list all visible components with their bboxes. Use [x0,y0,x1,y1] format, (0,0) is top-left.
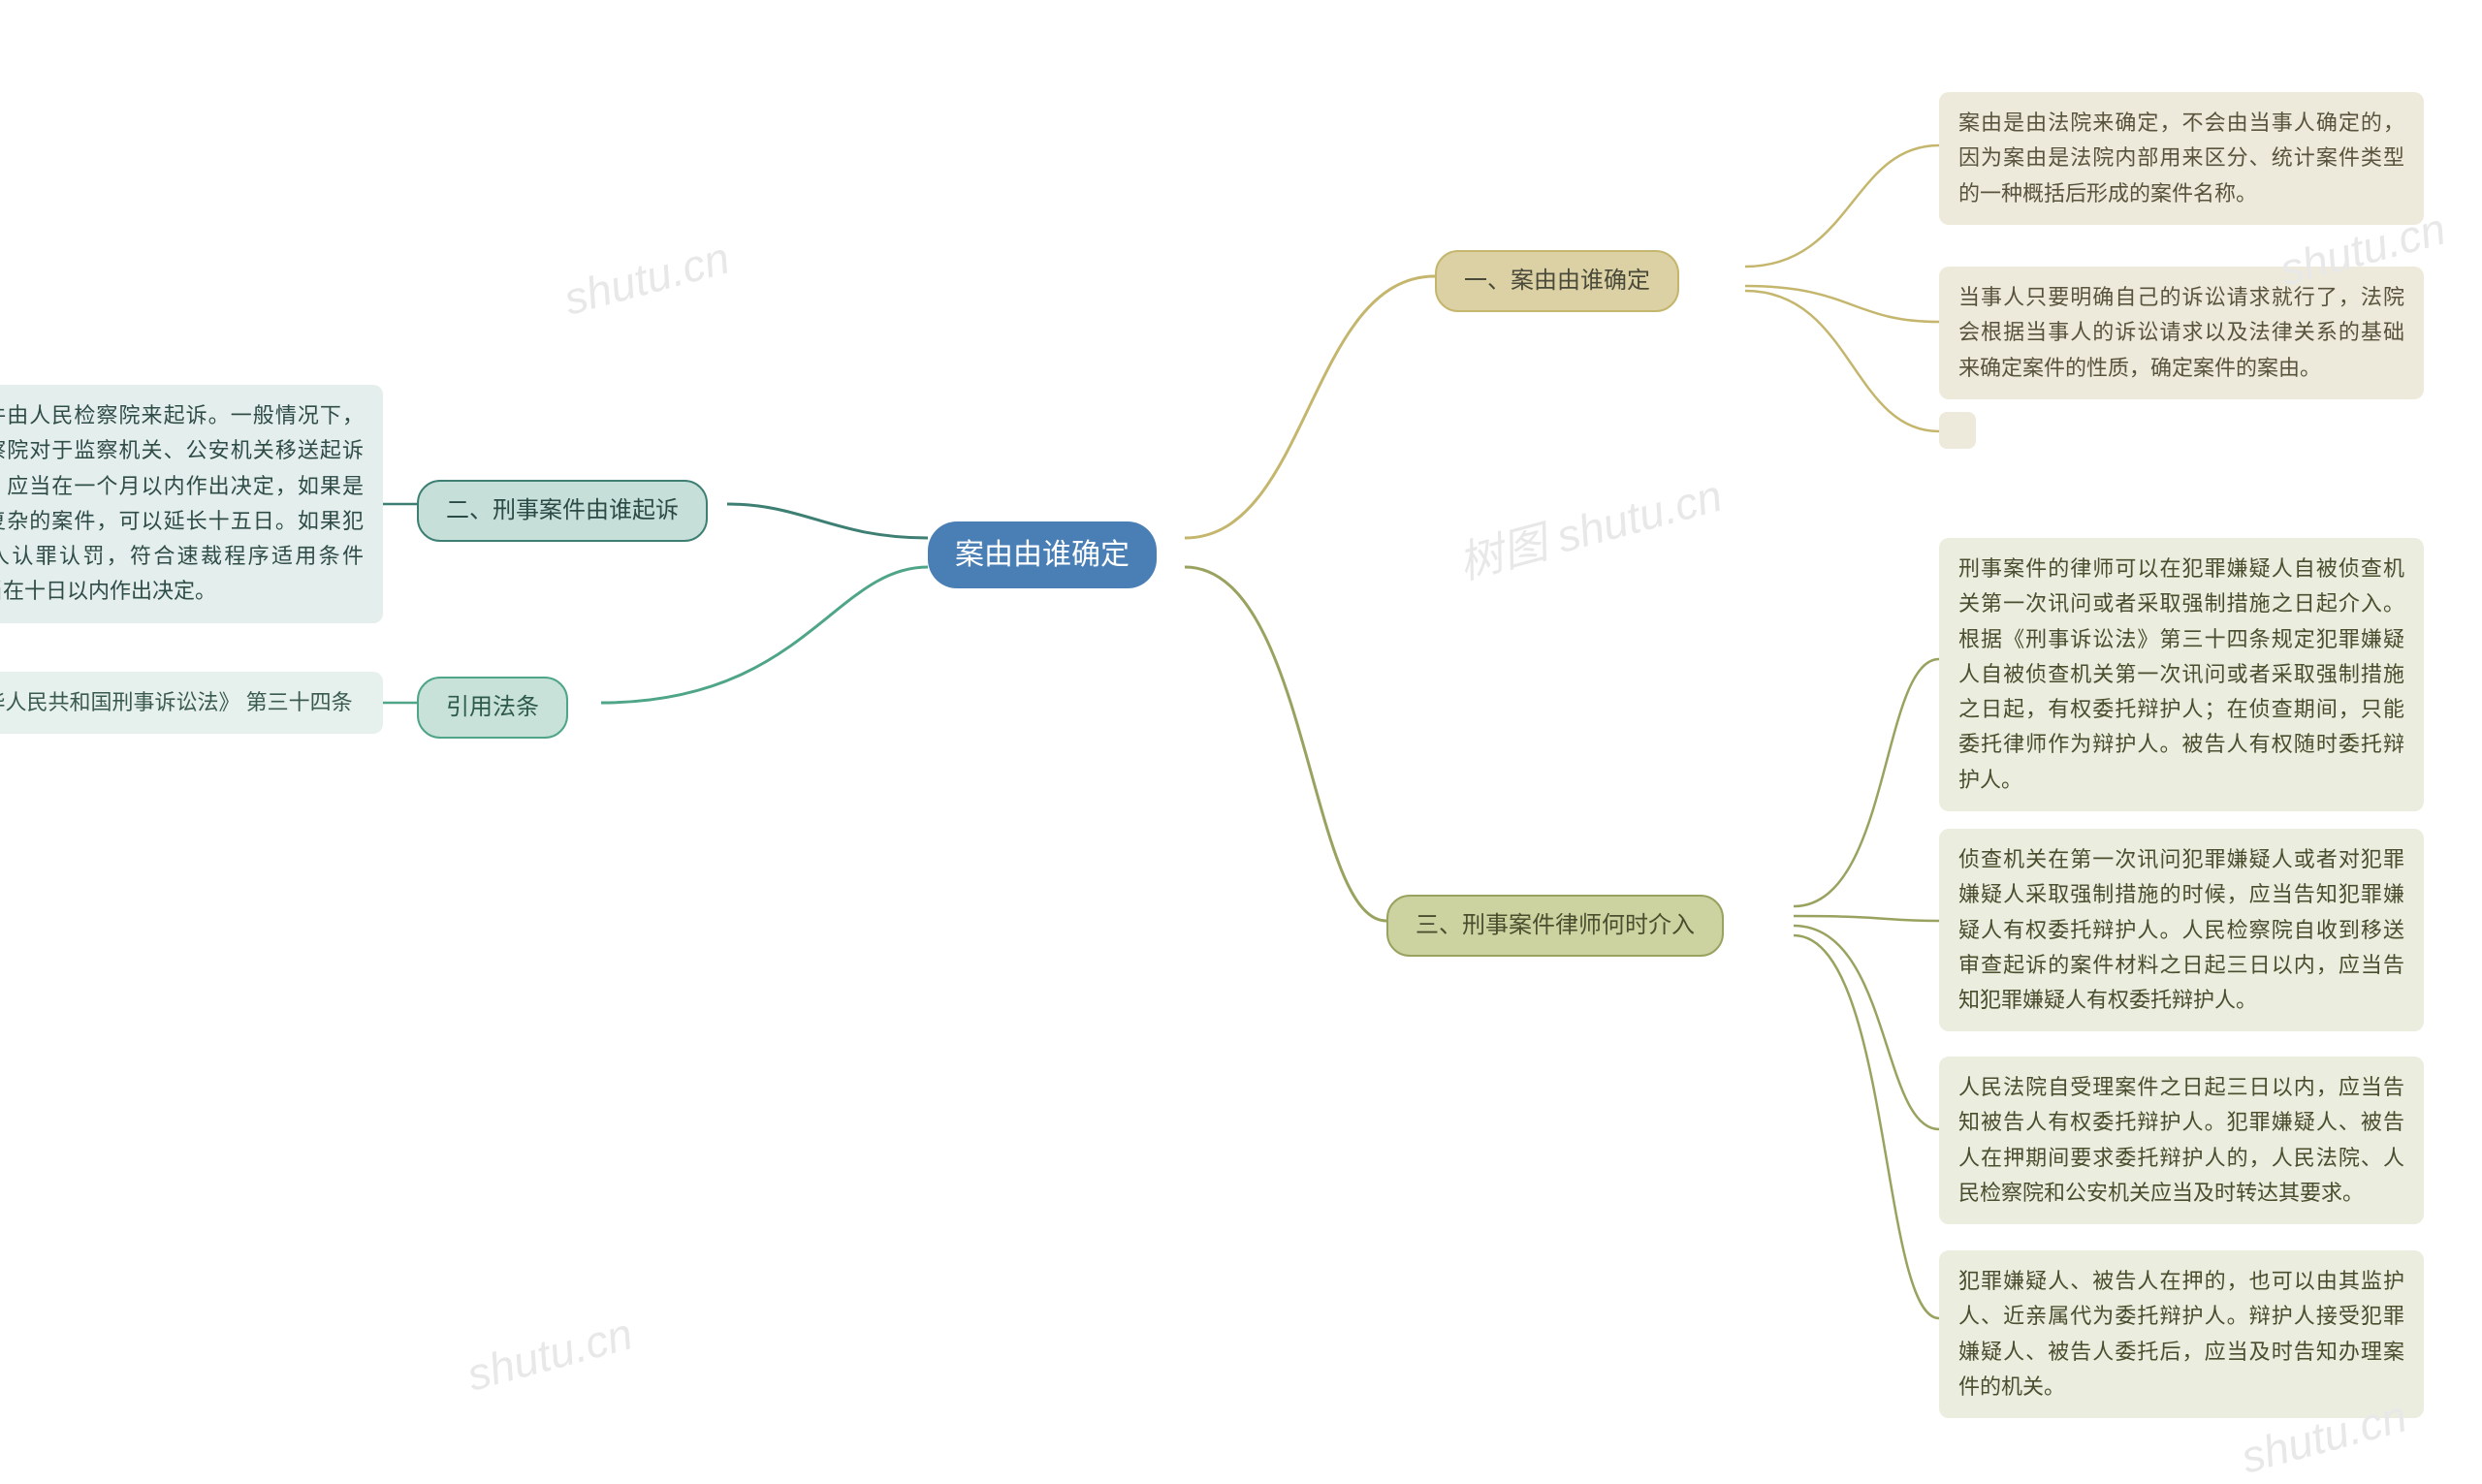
branch-3-label: 三、刑事案件律师何时介入 [1416,908,1695,943]
branch-1-leaf-0: 案由是由法院来确定，不会由当事人确定的，因为案由是法院内部用来区分、统计案件类型… [1939,92,2424,225]
branch-1-leaf-1-text: 当事人只要明确自己的诉讼请求就行了，法院会根据当事人的诉讼请求以及法律关系的基础… [1958,285,2404,380]
branch-3-node[interactable]: 三、刑事案件律师何时介入 [1386,895,1724,957]
branch-2-node[interactable]: 二、刑事案件由谁起诉 [417,480,708,542]
branch-3-leaf-1: 侦查机关在第一次讯问犯罪嫌疑人或者对犯罪嫌疑人采取强制措施的时候，应当告知犯罪嫌… [1939,829,2424,1031]
branch-1-leaf-0-text: 案由是由法院来确定，不会由当事人确定的，因为案由是法院内部用来区分、统计案件类型… [1958,111,2404,205]
branch-1-empty-leaf [1939,412,1976,449]
branch-3-leaf-2: 人民法院自受理案件之日起三日以内，应当告知被告人有权委托辩护人。犯罪嫌疑人、被告… [1939,1057,2424,1224]
branch-4-leaf-0-text: [1]《中华人民共和国刑事诉讼法》 第三十四条 [0,690,353,714]
watermark: 树图 shutu.cn [1450,460,1728,592]
branch-2-label: 二、刑事案件由谁起诉 [446,493,679,528]
branch-4-leaf-0: [1]《中华人民共和国刑事诉讼法》 第三十四条 [0,672,383,734]
watermark: shutu.cn [461,1307,638,1401]
branch-2-leaf-0: 刑事案件由人民检察院来起诉。一般情况下，人民检察院对于监察机关、公安机关移送起诉… [0,385,383,623]
branch-3-leaf-3: 犯罪嫌疑人、被告人在押的，也可以由其监护人、近亲属代为委托辩护人。辩护人接受犯罪… [1939,1250,2424,1418]
branch-1-node[interactable]: 一、案由由谁确定 [1435,250,1679,312]
branch-1-label: 一、案由由谁确定 [1464,264,1650,299]
branch-3-leaf-1-text: 侦查机关在第一次讯问犯罪嫌疑人或者对犯罪嫌疑人采取强制措施的时候，应当告知犯罪嫌… [1958,847,2404,1012]
center-node[interactable]: 案由由谁确定 [928,521,1157,588]
center-label: 案由由谁确定 [955,533,1130,577]
branch-3-leaf-3-text: 犯罪嫌疑人、被告人在押的，也可以由其监护人、近亲属代为委托辩护人。辩护人接受犯罪… [1958,1269,2404,1399]
branch-3-leaf-0-text: 刑事案件的律师可以在犯罪嫌疑人自被侦查机关第一次讯问或者采取强制措施之日起介入。… [1958,556,2404,792]
watermark: shutu.cn [558,231,735,325]
branch-1-leaf-1: 当事人只要明确自己的诉讼请求就行了，法院会根据当事人的诉讼请求以及法律关系的基础… [1939,267,2424,399]
branch-3-leaf-2-text: 人民法院自受理案件之日起三日以内，应当告知被告人有权委托辩护人。犯罪嫌疑人、被告… [1958,1075,2404,1205]
branch-2-leaf-0-text: 刑事案件由人民检察院来起诉。一般情况下，人民检察院对于监察机关、公安机关移送起诉… [0,403,364,603]
branch-4-label: 引用法条 [446,690,539,725]
branch-4-node[interactable]: 引用法条 [417,677,568,739]
branch-3-leaf-0: 刑事案件的律师可以在犯罪嫌疑人自被侦查机关第一次讯问或者采取强制措施之日起介入。… [1939,538,2424,811]
